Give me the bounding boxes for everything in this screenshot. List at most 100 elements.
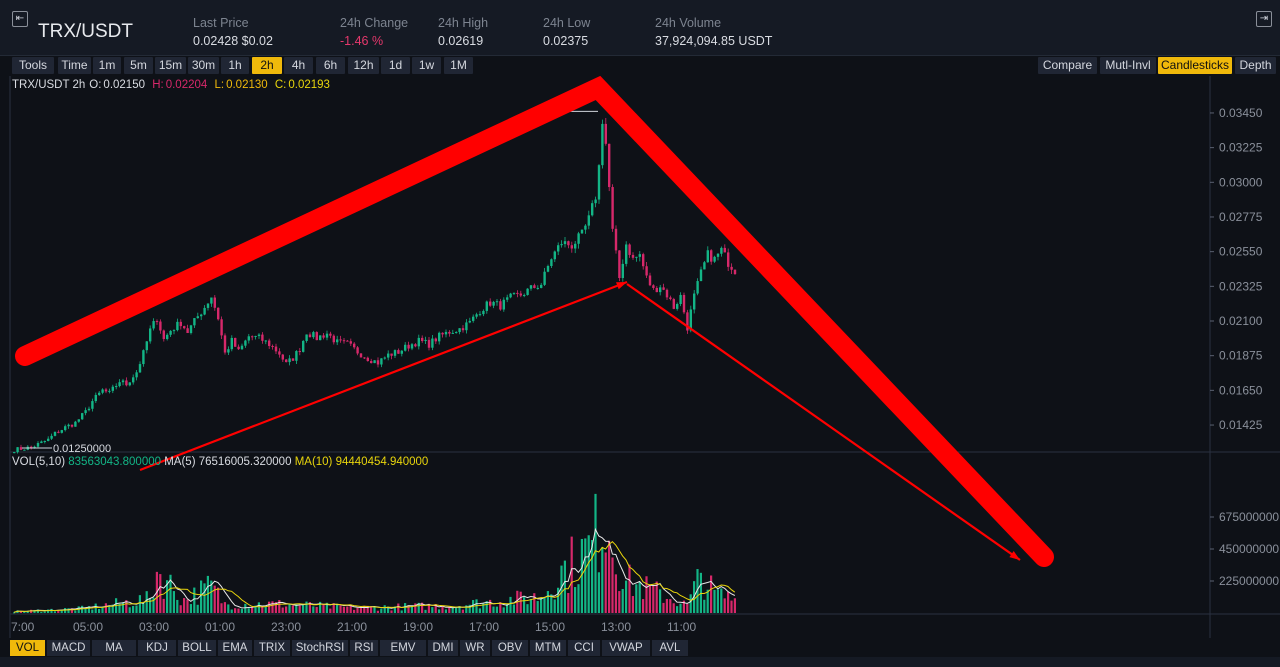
ohlc-high-label: H:	[152, 79, 164, 91]
candle-body	[237, 346, 240, 350]
volume-bar	[169, 574, 172, 613]
candle-body	[366, 357, 369, 362]
volume-bar	[492, 606, 495, 613]
candle-body	[332, 335, 335, 343]
indicator-stochrsi[interactable]: StochRSI	[292, 640, 348, 656]
indicator-emv[interactable]: EMV	[380, 640, 426, 656]
volume-bar	[407, 605, 410, 613]
time-button[interactable]: Time	[58, 57, 91, 74]
indicator-obv[interactable]: OBV	[492, 640, 528, 656]
volume-bar	[635, 584, 638, 613]
depth-button[interactable]: Depth	[1235, 57, 1276, 74]
candle-body	[529, 285, 533, 289]
volume-bar	[288, 603, 291, 613]
interval-1d[interactable]: 1d	[381, 57, 410, 74]
interval-4h[interactable]: 4h	[284, 57, 313, 74]
volume-bar	[346, 606, 349, 613]
indicator-dmi[interactable]: DMI	[428, 640, 458, 656]
candle-body	[400, 350, 403, 354]
indicator-avl[interactable]: AVL	[652, 640, 688, 656]
indicator-ma[interactable]: MA	[92, 640, 136, 656]
candle-body	[550, 259, 553, 266]
candle-body	[410, 344, 414, 349]
volume-bar	[387, 606, 390, 613]
interval-1w[interactable]: 1w	[412, 57, 441, 74]
volume-bar	[363, 605, 366, 613]
volume-bar	[414, 603, 417, 613]
indicator-ema[interactable]: EMA	[218, 640, 252, 656]
candle-body	[492, 301, 495, 306]
interval-6h[interactable]: 6h	[316, 57, 345, 74]
market-header: ⇤ TRX/USDT Last Price 0.02428 $0.02 24h …	[0, 0, 1280, 56]
volume-bar	[336, 603, 339, 613]
stat-24h-high: 24h High 0.02619	[438, 16, 488, 48]
candle-body	[145, 341, 148, 351]
volume-bar	[601, 547, 604, 613]
candle-body	[699, 269, 703, 282]
candle-body	[557, 245, 560, 252]
interval-2h[interactable]: 2h	[252, 57, 282, 74]
indicator-mtm[interactable]: MTM	[530, 640, 566, 656]
time-tick-label: 7:00	[11, 620, 35, 634]
volume-bar	[710, 575, 713, 613]
volume-bar	[533, 593, 536, 613]
indicator-macd[interactable]: MACD	[47, 640, 90, 656]
volume-bar	[271, 601, 274, 613]
volume-bar	[189, 604, 192, 613]
volume-bar	[186, 599, 189, 613]
volume-bar	[642, 599, 645, 613]
candle-body	[302, 340, 305, 352]
volume-bar	[302, 604, 305, 613]
multi-interval-button[interactable]: Mutl-Invl	[1100, 57, 1156, 74]
volume-bar	[40, 611, 43, 613]
volume-bar	[220, 603, 223, 613]
indicator-vwap[interactable]: VWAP	[602, 640, 650, 656]
volume-bar	[70, 608, 73, 613]
indicator-rsi[interactable]: RSI	[350, 640, 378, 656]
interval-12h[interactable]: 12h	[348, 57, 379, 74]
candle-body	[370, 361, 373, 364]
candle-body	[261, 334, 264, 341]
interval-30m[interactable]: 30m	[188, 57, 219, 74]
indicator-cci[interactable]: CCI	[568, 640, 600, 656]
time-tick-label: 11:00	[667, 620, 696, 634]
collapse-left-icon[interactable]: ⇤	[12, 11, 28, 27]
interval-15m[interactable]: 15m	[155, 57, 186, 74]
volume-bar	[458, 606, 461, 613]
candlesticks-button[interactable]: Candlesticks	[1158, 57, 1232, 74]
compare-button[interactable]: Compare	[1038, 57, 1097, 74]
candle-body	[458, 328, 461, 333]
candle-body	[502, 299, 505, 310]
time-tick-label: 23:00	[271, 620, 301, 634]
volume-bar	[451, 606, 454, 613]
volume-bar	[421, 602, 424, 613]
indicator-vol[interactable]: VOL	[10, 640, 45, 656]
volume-bar	[557, 587, 560, 613]
candle-body	[733, 269, 737, 275]
indicator-kdj[interactable]: KDJ	[138, 640, 176, 656]
volume-bar	[67, 608, 70, 613]
indicator-boll[interactable]: BOLL	[178, 640, 216, 656]
candle-body	[50, 435, 53, 439]
candle-body	[648, 275, 652, 286]
interval-1M[interactable]: 1M	[444, 57, 473, 74]
candle-body	[240, 345, 244, 350]
candle-body	[567, 241, 570, 246]
ohlc-open: 0.02150	[103, 79, 145, 91]
interval-1m[interactable]: 1m	[93, 57, 121, 74]
stat-label: 24h Change	[340, 16, 409, 30]
candle-body	[57, 431, 60, 433]
candle-body	[516, 292, 519, 294]
collapse-right-icon[interactable]: ⇥	[1256, 11, 1272, 27]
indicator-wr[interactable]: WR	[460, 640, 490, 656]
interval-1h[interactable]: 1h	[221, 57, 249, 74]
vol-value: 83563043.800000	[68, 456, 162, 468]
tools-button[interactable]: Tools	[12, 57, 54, 74]
thin-red-arrow-up-head	[616, 282, 627, 290]
volume-readout: VOL(5,10) 83563043.800000 MA(5) 76516005…	[12, 456, 428, 468]
volume-bar	[162, 598, 165, 613]
interval-5m[interactable]: 5m	[124, 57, 153, 74]
indicator-trix[interactable]: TRIX	[254, 640, 290, 656]
candle-body	[580, 229, 584, 234]
